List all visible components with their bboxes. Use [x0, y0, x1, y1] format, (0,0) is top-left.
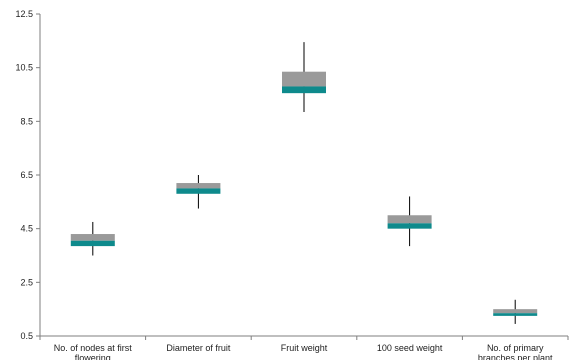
- box-upper-segment: [493, 309, 538, 314]
- box-upper-segment: [70, 234, 115, 241]
- y-axis: 0.5 2.5 4.5 6.5 8.5 10.5 12.5: [15, 9, 41, 341]
- box-2: [176, 175, 221, 209]
- box-lower-segment: [176, 188, 221, 194]
- category-label: No. of nodes at first: [54, 343, 133, 353]
- box-upper-segment: [387, 215, 432, 224]
- box-1: [70, 221, 115, 256]
- y-tick-label: 2.5: [20, 277, 33, 287]
- y-tick-label: 4.5: [20, 224, 33, 234]
- y-tick-label: 10.5: [15, 63, 33, 73]
- category-label: No. of primary: [487, 343, 544, 353]
- box-lower-segment: [70, 240, 115, 247]
- y-tick-label: 6.5: [20, 170, 33, 180]
- box-upper-segment: [282, 71, 326, 87]
- box-3: [282, 42, 326, 112]
- y-tick-label: 8.5: [20, 116, 33, 126]
- box-4: [387, 196, 432, 247]
- category-label: Diameter of fruit: [166, 343, 231, 353]
- category-label: flowering: [75, 353, 111, 360]
- category-label: Fruit weight: [281, 343, 328, 353]
- y-tick-label: 12.5: [15, 9, 33, 19]
- box-upper-segment: [176, 183, 221, 189]
- y-tick-label: 0.5: [20, 331, 33, 341]
- box-5: [493, 299, 538, 324]
- category-label: 100 seed weight: [377, 343, 443, 353]
- box-lower-segment: [493, 313, 538, 316]
- boxes: [70, 42, 538, 324]
- category-label: branches per plant: [478, 353, 553, 360]
- box-lower-segment: [282, 86, 326, 94]
- box-lower-segment: [387, 223, 432, 229]
- x-axis: [39, 335, 569, 340]
